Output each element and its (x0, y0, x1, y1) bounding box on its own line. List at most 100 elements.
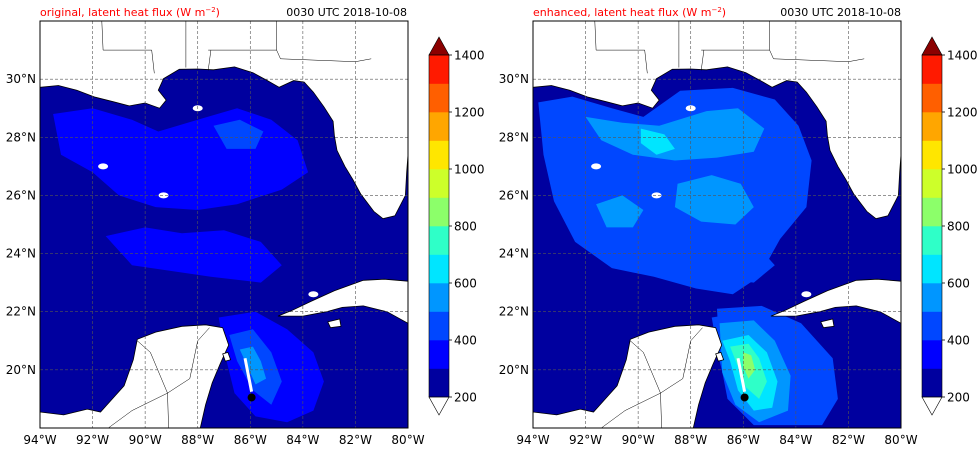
colorbar-segment (922, 55, 942, 84)
colorbar-tick-label: 200 (947, 391, 970, 405)
land-polygon (820, 318, 835, 329)
colorbar-segment (429, 340, 449, 369)
flux-contour (585, 108, 765, 161)
missing-data-patch (651, 192, 662, 199)
colorbar-tick-label: 1200 (454, 106, 485, 120)
latitude-tick-label: 30°N (499, 72, 529, 86)
latitude-tick-label: 26°N (6, 188, 36, 202)
eye-dot (247, 393, 256, 402)
panel-title-close: ) (216, 6, 220, 19)
colorbar-segment (429, 112, 449, 141)
longitude-tick-label: 84°W (286, 433, 319, 447)
colorbar-tick-label: 1200 (947, 106, 978, 120)
boundary-line (630, 340, 661, 394)
graticule (40, 21, 408, 428)
colorbar-segment (922, 83, 942, 113)
colorbar-tick-label: 800 (947, 220, 970, 234)
colorbar-segment (429, 226, 449, 255)
longitude-labels: 94°W 92°W 90°W 88°W 86°W 84°W 82°W 80°W (516, 433, 917, 447)
latitude-tick-label: 30°N (6, 72, 36, 86)
heat-flux-field (538, 87, 846, 426)
longitude-tick-label: 88°W (181, 433, 214, 447)
colorbar-tick-label: 800 (454, 220, 477, 234)
boundary-line (167, 327, 210, 394)
longitude-tick-label: 90°W (622, 433, 655, 447)
boundary-line (660, 327, 703, 394)
hurricane-eye-marker (243, 357, 256, 402)
panel-time-label: 0030 UTC 2018-10-08 (286, 6, 407, 19)
panel-title-close: ) (722, 6, 726, 19)
track-segment (736, 357, 747, 392)
longitude-tick-label: 92°W (569, 433, 602, 447)
panel-time-label: 0030 UTC 2018-10-08 (780, 6, 901, 19)
colorbar-segment (922, 311, 942, 341)
missing-data-patch (308, 291, 319, 298)
heat-flux-field (53, 105, 353, 423)
latitude-tick-label: 26°N (499, 188, 529, 202)
latitude-tick-label: 24°N (499, 247, 529, 261)
boundary-line (594, 21, 648, 74)
latitude-tick-label: 22°N (6, 305, 36, 319)
land-polygon (770, 278, 901, 324)
latitude-tick-label: 20°N (6, 363, 36, 377)
colorbar-segment (429, 169, 449, 198)
colorbar-tick-label: 200 (454, 391, 477, 405)
latitude-tick-label: 28°N (499, 130, 529, 144)
flux-contour (674, 175, 754, 225)
boundary-line (700, 50, 705, 71)
land-polygon (533, 324, 723, 428)
boundary-line (101, 21, 155, 74)
colorbar-segment (429, 283, 449, 312)
panel-title-sup: −2 (205, 6, 215, 14)
colorbar-segment (429, 254, 449, 284)
track-segment (243, 357, 254, 392)
flux-contour (105, 227, 282, 283)
flux-contour (213, 119, 264, 149)
hurricane-eye-marker (736, 357, 749, 402)
map-area (533, 21, 901, 428)
latitude-tick-label: 20°N (499, 363, 529, 377)
colorbar-extend-max (921, 36, 943, 56)
land-polygon (715, 351, 725, 362)
longitude-tick-label: 88°W (674, 433, 707, 447)
latitude-labels: 20°N 22°N 24°N 26°N 28°N 30°N (499, 72, 529, 377)
longitude-tick-label: 82°W (339, 433, 372, 447)
land-polygon (222, 351, 232, 362)
land-mask (40, 21, 408, 428)
colorbar-segment (922, 254, 942, 284)
colorbar-extend-min (921, 396, 943, 416)
longitude-tick-label: 94°W (516, 433, 549, 447)
colorbar: 200 400 600 800 1000 1200 1400 (921, 36, 978, 416)
colorbar-tick-label: 400 (454, 334, 477, 348)
boundary-line (137, 340, 168, 394)
missing-data-patch (591, 163, 602, 170)
latitude-tick-label: 28°N (6, 130, 36, 144)
longitude-tick-label: 92°W (76, 433, 109, 447)
longitude-tick-label: 86°W (234, 433, 267, 447)
panel-enhanced: enhanced, latent heat flux (W m−2) 0030 … (499, 6, 978, 447)
longitude-tick-label: 86°W (727, 433, 760, 447)
missing-data-patch (801, 291, 812, 298)
colorbar-segment (922, 340, 942, 369)
panel-original: original, latent heat flux (W m−2) 0030 … (6, 6, 485, 447)
longitude-labels: 94°W 92°W 90°W 88°W 86°W 84°W 82°W 80°W (23, 433, 424, 447)
eye-dot (740, 393, 749, 402)
missing-data-patch (98, 163, 109, 170)
colorbar-segment (429, 83, 449, 113)
colorbar-segment (429, 140, 449, 170)
colorbar-segment (922, 112, 942, 141)
colorbar-segment (922, 197, 942, 227)
colorbar-tick-label: 1400 (947, 49, 978, 63)
colorbar-segment (922, 140, 942, 170)
flux-contour (743, 352, 756, 379)
boundary-line (108, 392, 169, 428)
colorbar-segment (922, 169, 942, 198)
boundary-line (207, 50, 212, 71)
map-frame (532, 20, 902, 429)
flux-contour (239, 346, 267, 385)
colorbar-extend-max (428, 36, 450, 56)
land-polygon (327, 318, 342, 329)
colorbar-segment (429, 55, 449, 84)
flux-contour (640, 128, 675, 155)
